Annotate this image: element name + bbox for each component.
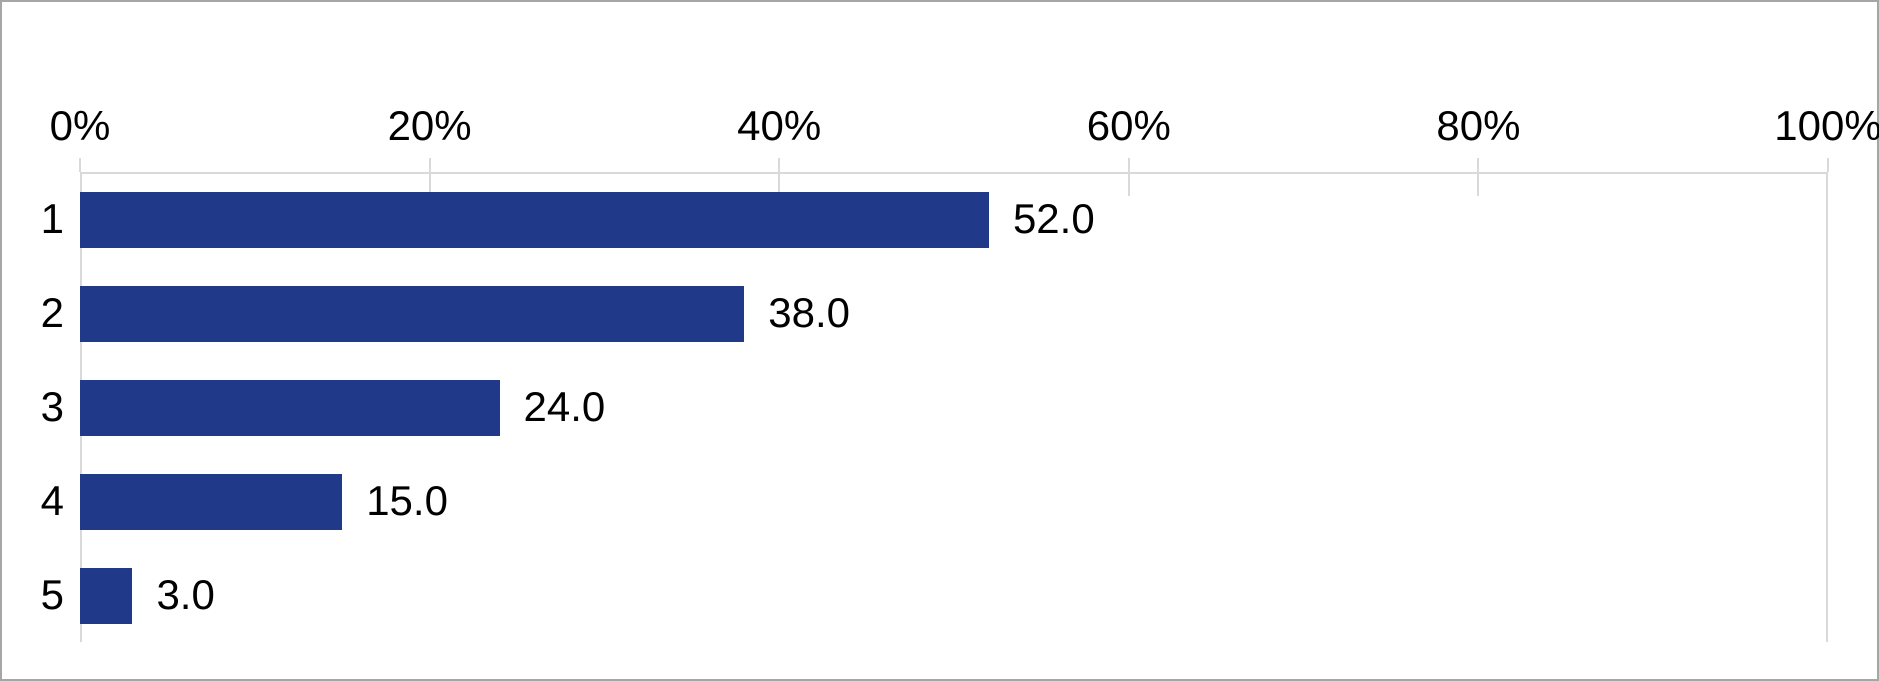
bar <box>80 286 744 342</box>
plot-area: 52.0 38.0 24.0 15.0 3.0 <box>80 172 1828 642</box>
x-tick <box>1128 158 1130 172</box>
x-axis-label: 20% <box>350 102 510 150</box>
x-axis-label: 40% <box>699 102 859 150</box>
bar <box>80 568 132 624</box>
x-gridline <box>1128 172 1130 196</box>
bar-value-label: 15.0 <box>366 477 448 525</box>
bar <box>80 474 342 530</box>
bar-value-label: 52.0 <box>1013 195 1095 243</box>
y-axis-label: 5 <box>2 571 64 619</box>
bar <box>80 380 500 436</box>
bar-value-label: 24.0 <box>524 383 606 431</box>
x-axis-label: 100% <box>1748 102 1879 150</box>
y-axis-label: 2 <box>2 289 64 337</box>
x-tick <box>1827 158 1829 172</box>
x-tick <box>778 158 780 172</box>
bar-value-label: 3.0 <box>156 571 214 619</box>
x-tick <box>1477 158 1479 172</box>
bar <box>80 192 989 248</box>
x-axis-label: 0% <box>0 102 160 150</box>
bar-chart: 52.0 38.0 24.0 15.0 3.0 0% 20% 40% 60% 80% 100% 1 2 3… <box>0 0 1879 681</box>
y-axis-label: 4 <box>2 477 64 525</box>
x-tick <box>79 158 81 172</box>
x-tick <box>429 158 431 172</box>
x-axis-label: 60% <box>1049 102 1209 150</box>
y-axis-label: 1 <box>2 195 64 243</box>
x-axis-label: 80% <box>1398 102 1558 150</box>
x-gridline <box>1477 172 1479 196</box>
bar-value-label: 38.0 <box>768 289 850 337</box>
y-axis-label: 3 <box>2 383 64 431</box>
